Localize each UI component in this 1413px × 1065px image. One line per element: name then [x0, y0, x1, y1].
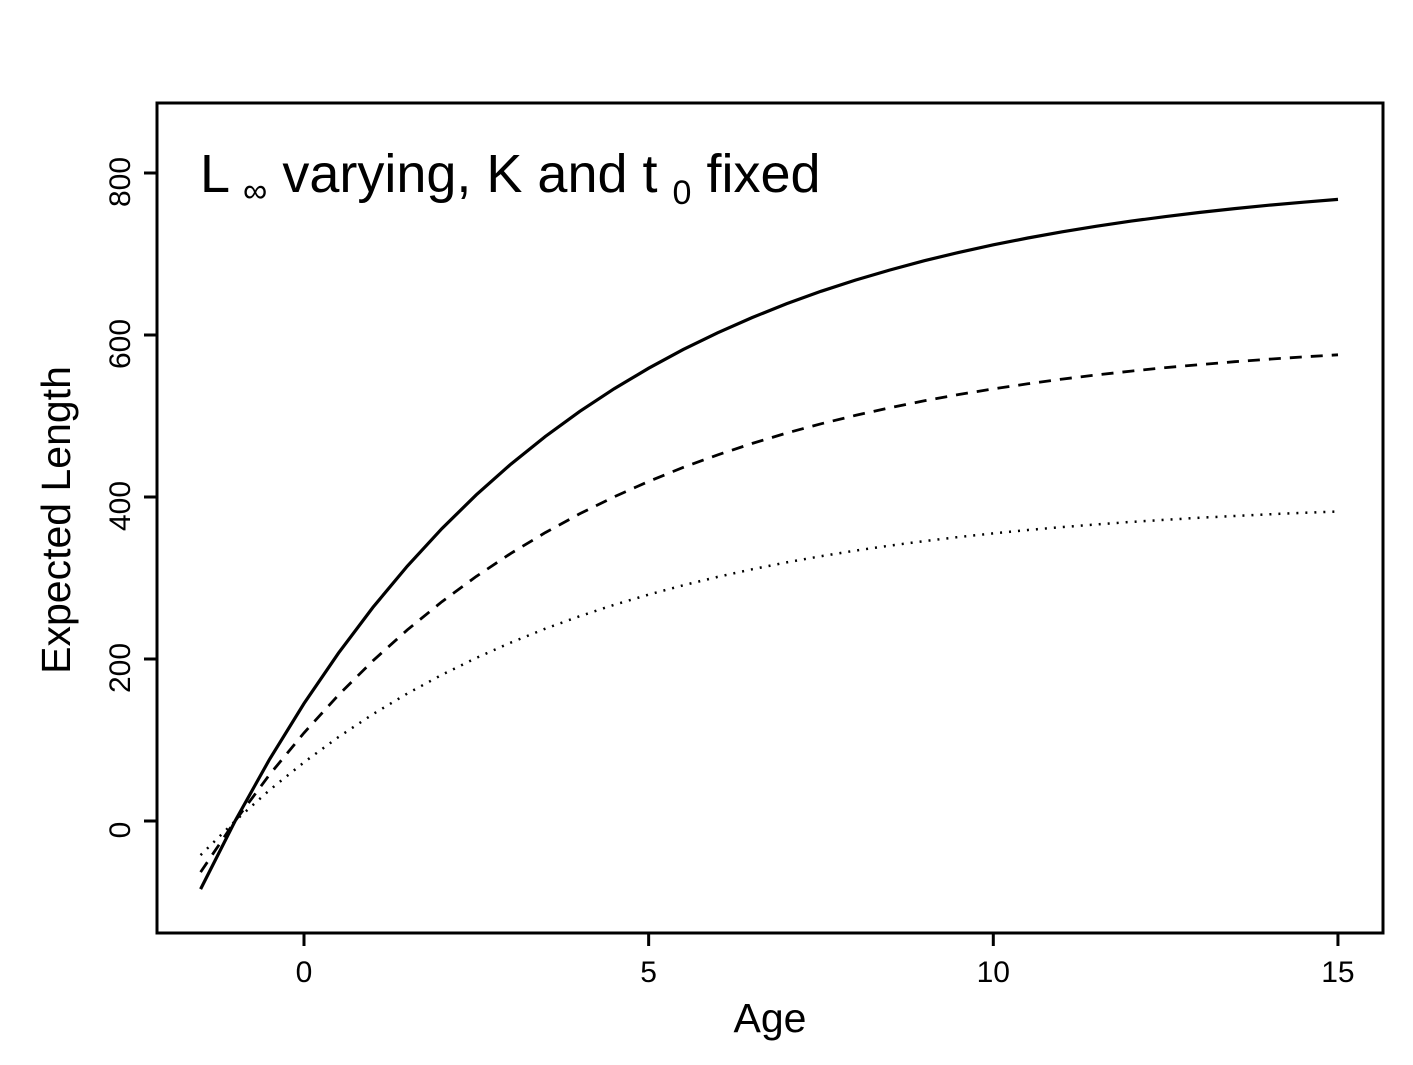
series-line-solid — [199, 197, 1339, 890]
x-axis-tick-label: 10 — [977, 956, 1010, 989]
y-axis-tick-label: 600 — [104, 319, 137, 369]
title-subscript-zero: 0 — [673, 174, 692, 212]
title-text: varying, K and t — [282, 144, 657, 204]
y-axis-tick-label: 800 — [104, 157, 137, 207]
x-axis-title: Age — [734, 995, 807, 1041]
plot-border — [155, 101, 1385, 935]
series-line-dotted — [199, 510, 1339, 856]
x-axis-tick-label: 0 — [296, 956, 313, 989]
y-axis-title: Expected Length — [33, 366, 79, 674]
series-line-dashed — [199, 353, 1339, 873]
y-axis-tick-label: 200 — [104, 643, 137, 693]
y-axis-tick-label: 400 — [104, 481, 137, 531]
series-layer — [199, 197, 1339, 890]
y-axis-tick-label: 0 — [104, 822, 137, 839]
title-subscript-infinity: ∞ — [243, 172, 267, 210]
plot-title: L ∞ varying, K and t 0 fixed — [200, 144, 821, 216]
axis-layer: 0 5 10 15 0 200 400 600 800 — [104, 157, 1355, 989]
title-text: L — [200, 144, 229, 204]
title-text: fixed — [706, 144, 820, 204]
x-axis-tick-label: 5 — [640, 956, 657, 989]
x-axis-tick-label: 15 — [1321, 956, 1354, 989]
